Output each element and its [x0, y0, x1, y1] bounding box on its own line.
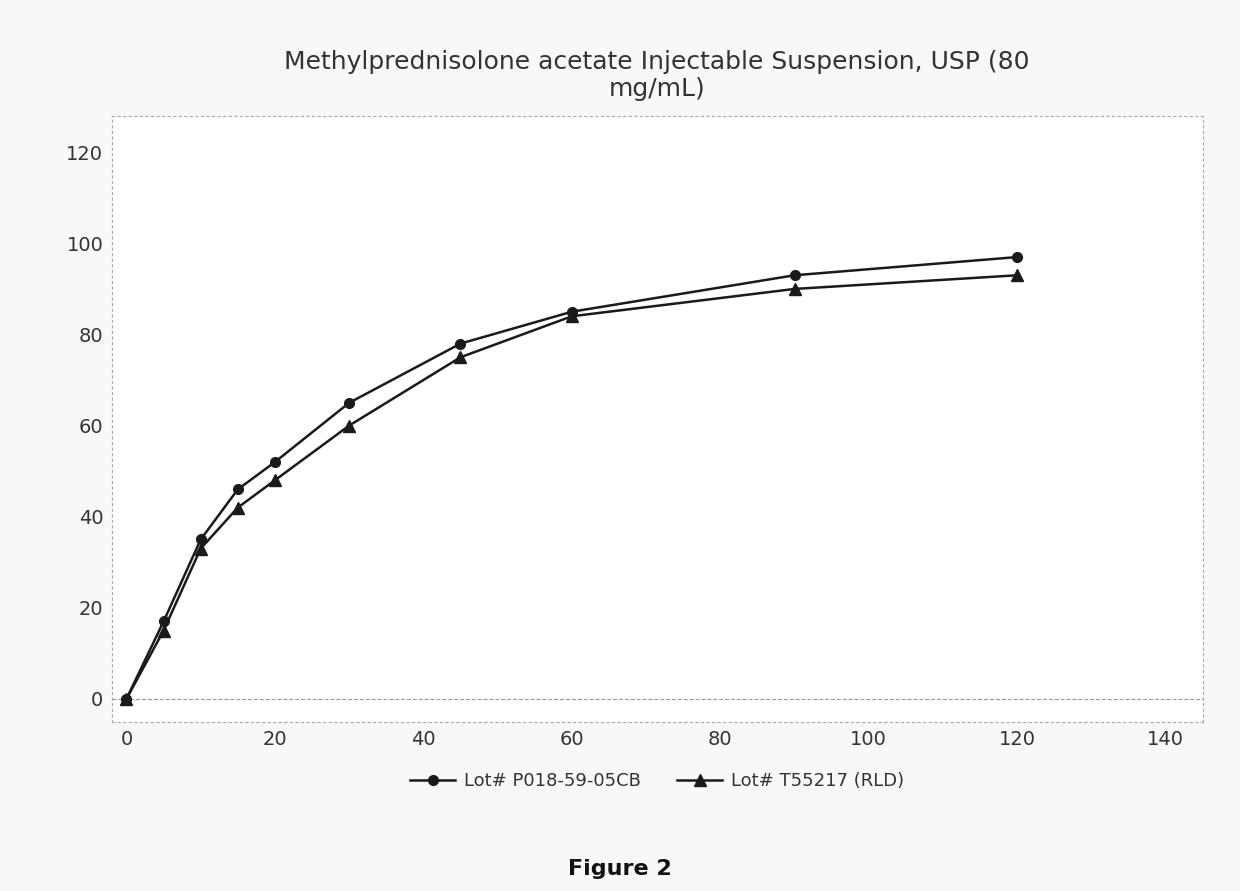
Lot# P018-59-05CB [268, 457, 283, 468]
Lot# T55217 (RLD) [231, 503, 246, 513]
Lot# T55217 (RLD) [342, 421, 357, 431]
Lot# T55217 (RLD) [564, 311, 579, 322]
Lot# P018-59-05CB [119, 693, 134, 704]
Title: Methylprednisolone acetate Injectable Suspension, USP (80
mg/mL): Methylprednisolone acetate Injectable Su… [284, 50, 1030, 102]
Lot# P018-59-05CB [564, 307, 579, 317]
Lot# T55217 (RLD) [156, 625, 171, 636]
Lot# P018-59-05CB [156, 617, 171, 627]
Lot# T55217 (RLD) [119, 693, 134, 704]
Lot# P018-59-05CB [193, 534, 208, 544]
Line: Lot# P018-59-05CB: Lot# P018-59-05CB [122, 252, 1022, 704]
Lot# P018-59-05CB [453, 339, 467, 349]
Lot# T55217 (RLD) [787, 283, 802, 294]
Lot# P018-59-05CB [1009, 251, 1024, 262]
Legend: Lot# P018-59-05CB, Lot# T55217 (RLD): Lot# P018-59-05CB, Lot# T55217 (RLD) [403, 765, 911, 797]
Lot# T55217 (RLD) [193, 544, 208, 554]
Lot# T55217 (RLD) [453, 352, 467, 363]
Lot# P018-59-05CB [342, 397, 357, 408]
Lot# P018-59-05CB [787, 270, 802, 281]
Lot# T55217 (RLD) [268, 475, 283, 486]
Line: Lot# T55217 (RLD): Lot# T55217 (RLD) [120, 269, 1023, 705]
Lot# P018-59-05CB [231, 484, 246, 495]
Lot# T55217 (RLD) [1009, 270, 1024, 281]
Text: Figure 2: Figure 2 [568, 859, 672, 879]
